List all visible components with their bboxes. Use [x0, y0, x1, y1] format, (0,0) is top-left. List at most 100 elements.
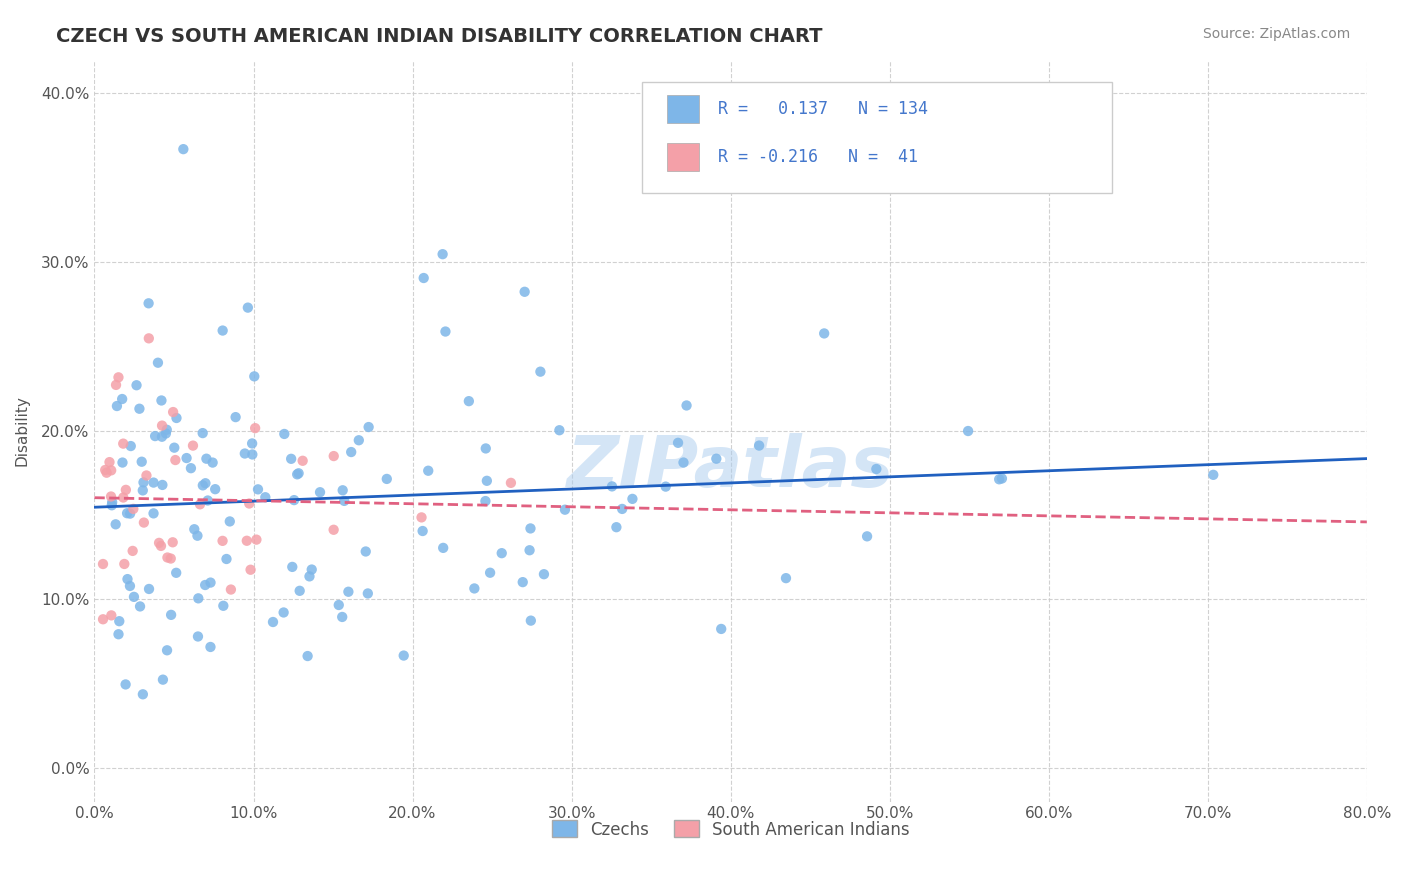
Point	[337, 584, 360, 599]
Point	[194, 578, 217, 592]
Point	[554, 502, 576, 516]
Point	[150, 418, 173, 433]
Point	[107, 627, 129, 641]
Point	[160, 607, 183, 622]
Point	[129, 599, 152, 614]
Bar	[666, 95, 699, 123]
Point	[101, 495, 124, 509]
Point	[548, 423, 571, 437]
Point	[280, 451, 302, 466]
Point	[212, 599, 235, 613]
Point	[654, 480, 676, 494]
Point	[281, 560, 304, 574]
Point	[332, 483, 354, 498]
Point	[156, 643, 179, 657]
Point	[240, 436, 263, 450]
Point	[117, 572, 139, 586]
Point	[243, 369, 266, 384]
Point	[519, 521, 541, 535]
Point	[238, 496, 260, 510]
Point	[375, 472, 398, 486]
Point	[283, 493, 305, 508]
Point	[91, 612, 114, 626]
Point	[187, 591, 209, 606]
Point	[215, 552, 238, 566]
Point	[105, 399, 128, 413]
Point	[197, 493, 219, 508]
Point	[121, 544, 143, 558]
Point	[115, 506, 138, 520]
Point	[152, 673, 174, 687]
Point	[392, 648, 415, 663]
Point	[236, 533, 259, 548]
Point	[150, 393, 173, 408]
Point	[240, 447, 263, 461]
Y-axis label: Disability: Disability	[15, 395, 30, 466]
Point	[142, 475, 165, 490]
Point	[107, 370, 129, 384]
Point	[131, 455, 153, 469]
Point	[211, 324, 233, 338]
Point	[162, 405, 184, 419]
Point	[856, 529, 879, 543]
FancyBboxPatch shape	[641, 82, 1112, 194]
Point	[621, 491, 644, 506]
Point	[188, 497, 211, 511]
Point	[233, 446, 256, 460]
Point	[612, 502, 634, 516]
Point	[112, 557, 135, 571]
Point	[100, 463, 122, 477]
Point	[991, 471, 1014, 485]
Point	[163, 441, 186, 455]
Point	[165, 453, 187, 467]
Point	[191, 426, 214, 441]
Point	[100, 608, 122, 623]
Point	[463, 582, 485, 596]
Point	[865, 462, 887, 476]
Point	[354, 544, 377, 558]
Text: CZECH VS SOUTH AMERICAN INDIAN DISABILITY CORRELATION CHART: CZECH VS SOUTH AMERICAN INDIAN DISABILIT…	[56, 27, 823, 45]
Point	[166, 411, 188, 425]
Point	[172, 142, 194, 156]
Point	[775, 571, 797, 585]
Point	[225, 410, 247, 425]
Point	[122, 590, 145, 604]
Point	[150, 478, 173, 492]
Point	[112, 436, 135, 450]
Text: ZIPatlas: ZIPatlas	[567, 434, 894, 502]
Point	[475, 474, 498, 488]
Text: R =   0.137   N = 134: R = 0.137 N = 134	[718, 100, 928, 118]
Point	[100, 490, 122, 504]
Point	[957, 424, 980, 438]
Point	[357, 420, 380, 434]
Point	[112, 491, 135, 505]
Point	[519, 543, 541, 558]
Point	[138, 296, 160, 310]
Point	[330, 610, 353, 624]
Point	[704, 451, 727, 466]
Point	[291, 454, 314, 468]
Point	[96, 466, 118, 480]
Point	[101, 498, 124, 512]
Point	[183, 522, 205, 536]
Point	[273, 427, 295, 442]
Point	[176, 451, 198, 466]
Point	[146, 356, 169, 370]
Point	[162, 535, 184, 549]
Point	[474, 442, 496, 456]
Point	[474, 494, 496, 508]
Point	[298, 569, 321, 583]
Point	[191, 478, 214, 492]
Point	[491, 546, 513, 560]
Point	[115, 483, 138, 497]
Point	[156, 423, 179, 437]
Point	[262, 615, 284, 629]
Point	[204, 482, 226, 496]
Text: R = -0.216   N =  41: R = -0.216 N = 41	[718, 148, 918, 166]
Point	[128, 401, 150, 416]
Point	[111, 456, 134, 470]
Point	[132, 483, 155, 498]
Point	[165, 566, 187, 580]
Point	[200, 640, 222, 654]
Point	[287, 467, 309, 481]
